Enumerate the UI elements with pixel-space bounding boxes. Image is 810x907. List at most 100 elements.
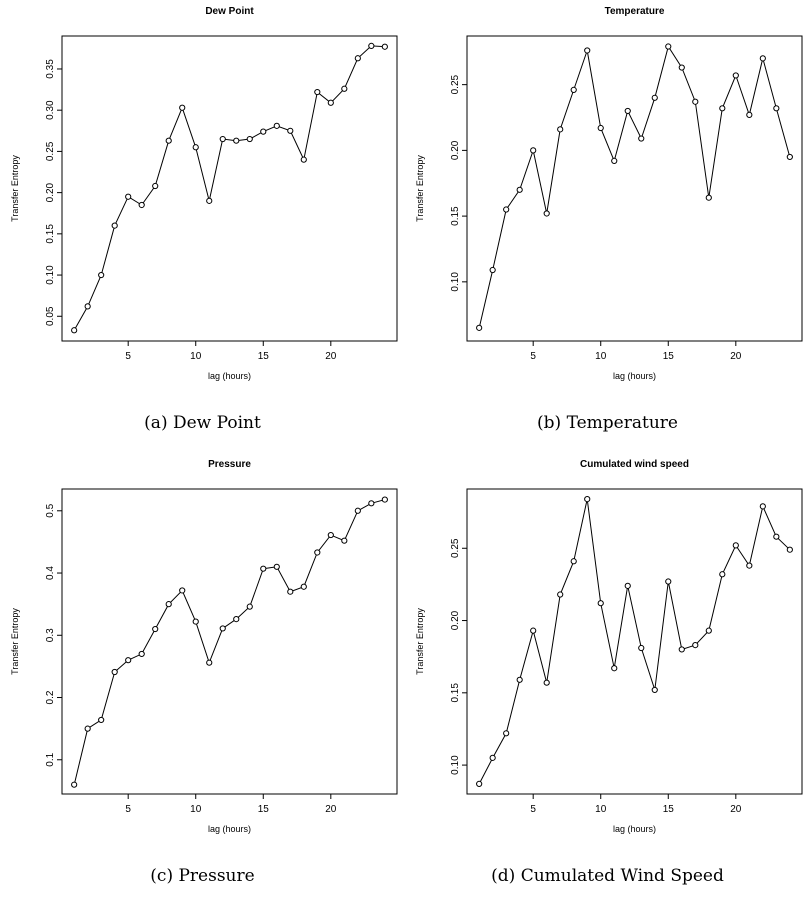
x-tick-label: 20 [325, 804, 337, 815]
x-tick-label: 5 [530, 804, 536, 815]
chart-pressure: Pressure 5 10 15 20 0.1 0.2 0.3 0.4 0.5 lag (hours… [10, 459, 398, 834]
x-tick-label: 15 [258, 804, 270, 815]
data-point [489, 266, 496, 274]
x-tick-label: 10 [595, 351, 607, 362]
data-point [327, 99, 334, 106]
y-tick-label: 0.25 [450, 538, 461, 558]
y-tick-label: 0.05 [45, 306, 56, 326]
data-point [219, 625, 226, 632]
y-tick-label: 0.4 [45, 566, 56, 580]
data-point [773, 105, 780, 112]
data-point [165, 137, 172, 144]
data-point [530, 627, 537, 634]
data-point [786, 153, 793, 161]
data-point [98, 271, 105, 279]
panel-wind-speed: Cumulated wind speed 5 10 15 20 0.10 0.15 0.20 0… [405, 453, 810, 906]
data-point [84, 725, 91, 732]
data-point [773, 533, 780, 540]
data-point [719, 105, 726, 112]
data-point [368, 42, 375, 49]
data-point [732, 542, 739, 549]
data-point [516, 186, 523, 193]
data-point [327, 531, 334, 539]
data-point [341, 537, 348, 544]
data-point [111, 222, 118, 229]
series-line [478, 45, 791, 329]
data-point [678, 646, 685, 653]
data-point [152, 625, 159, 633]
caption-wind-speed: (d) Cumulated Wind Speed [491, 866, 724, 886]
data-point [233, 615, 240, 623]
chart-wind-speed: Cumulated wind speed 5 10 15 20 0.10 0.15 0.20 0… [415, 459, 803, 834]
y-axis-label: Transfer Entropy [415, 608, 425, 675]
y-axis-label: Transfer Entropy [415, 155, 425, 222]
x-tick-label: 20 [730, 351, 742, 362]
data-point [206, 659, 213, 666]
data-point [732, 72, 739, 79]
data-point [300, 583, 307, 590]
chart-title: Temperature [605, 6, 665, 17]
caption-temperature: (b) Temperature [537, 413, 678, 433]
data-point [503, 206, 510, 213]
y-tick-label: 0.20 [450, 140, 461, 160]
data-point [314, 88, 321, 96]
x-tick-label: 5 [125, 351, 131, 362]
data-point [260, 565, 267, 572]
plot-frame [61, 35, 398, 342]
data-point [71, 781, 78, 788]
y-tick-label: 0.15 [45, 224, 56, 244]
data-point [584, 47, 591, 54]
data-point [260, 128, 267, 135]
data-point [125, 657, 132, 664]
data-point [152, 182, 159, 190]
data-point [759, 55, 766, 62]
y-tick-label: 0.10 [450, 755, 461, 775]
y-tick-label: 0.20 [45, 182, 56, 202]
data-point [692, 642, 699, 649]
y-tick-label: 0.1 [45, 752, 56, 766]
plot-frame [466, 488, 803, 795]
data-point [179, 104, 186, 111]
data-point [503, 730, 510, 737]
series-line [73, 45, 385, 331]
data-point [705, 627, 712, 634]
data-point [233, 137, 240, 144]
data-point [381, 496, 388, 503]
data-point [354, 55, 361, 62]
data-point [597, 124, 604, 132]
data-point [287, 127, 294, 134]
data-point [624, 582, 631, 589]
data-point [246, 135, 253, 143]
data-point [638, 135, 645, 142]
data-point [746, 562, 753, 569]
x-axis-label: lag (hours) [208, 824, 251, 834]
x-tick-label: 5 [530, 351, 536, 362]
y-axis-label: Transfer Entropy [10, 155, 20, 222]
data-point [71, 327, 78, 334]
data-point [84, 303, 91, 310]
data-point [651, 94, 658, 101]
data-point [314, 549, 321, 556]
data-point [341, 85, 348, 92]
data-point [786, 546, 793, 553]
data-point [219, 135, 226, 143]
caption-pressure: (c) Pressure [150, 866, 255, 886]
chart-title: Pressure [208, 459, 251, 470]
y-tick-label: 0.25 [45, 141, 56, 161]
data-point [638, 644, 645, 652]
chart-title: Cumulated wind speed [580, 459, 689, 470]
data-point [611, 157, 618, 164]
chart-title: Dew Point [205, 6, 254, 17]
data-point [192, 144, 199, 151]
chart-temperature: Temperature 5 10 15 20 0.10 0.15 0.20 0.25 lag (h… [415, 6, 803, 381]
x-tick-label: 20 [730, 804, 742, 815]
data-point [624, 107, 631, 115]
data-point [543, 210, 550, 217]
x-tick-label: 10 [190, 351, 202, 362]
panel-pressure: Pressure 5 10 15 20 0.1 0.2 0.3 0.4 0.5 lag (hours… [0, 453, 405, 906]
data-point [530, 147, 537, 154]
data-point [665, 578, 672, 585]
panel-temperature: Temperature 5 10 15 20 0.10 0.15 0.20 0.25 lag (h… [405, 0, 810, 453]
data-point [179, 587, 186, 594]
data-point [557, 591, 564, 598]
